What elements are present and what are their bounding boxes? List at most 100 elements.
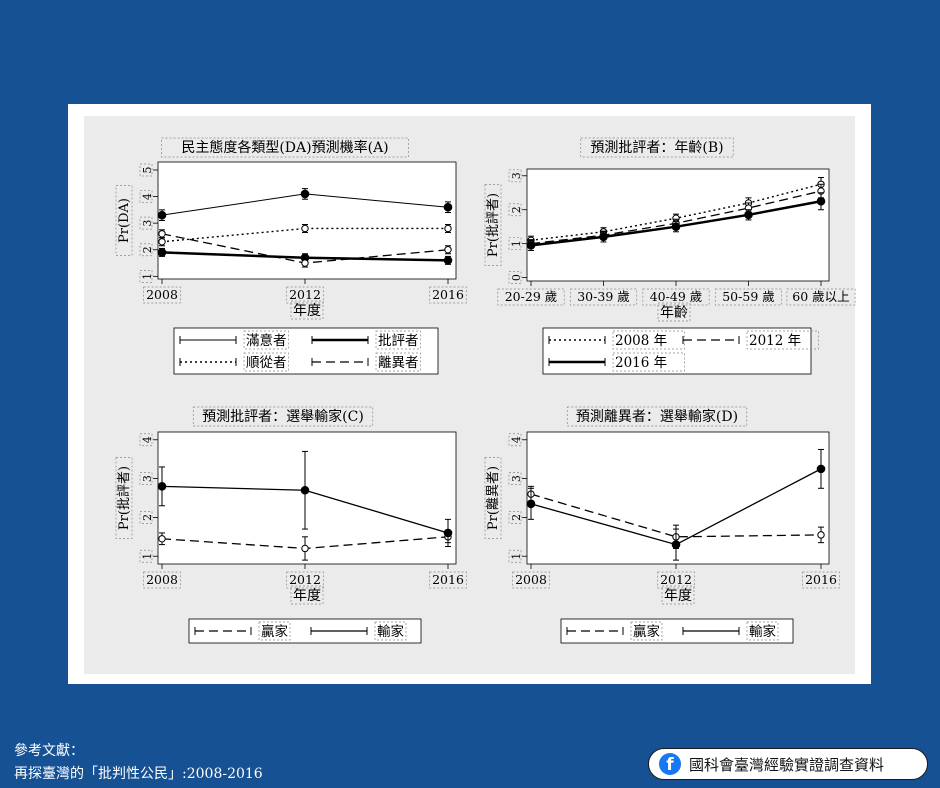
x-tick-label-box bbox=[657, 571, 695, 589]
x-axis-label: 年度 bbox=[293, 303, 321, 319]
facebook-icon: f bbox=[659, 753, 681, 775]
x-tick-label-box bbox=[642, 288, 710, 306]
y-tick-label: 4 bbox=[141, 193, 154, 200]
y-axis-label: Pr(離異者) bbox=[486, 466, 501, 530]
chart-title: 預測批評者：年齡(B) bbox=[590, 140, 723, 156]
x-tick-label: 30-39 歲 bbox=[577, 289, 630, 304]
data-point bbox=[443, 256, 453, 265]
x-tick-label: 2012 bbox=[289, 572, 321, 587]
series-line-贏家 bbox=[530, 493, 822, 538]
data-point bbox=[300, 485, 310, 495]
y-tick-label-box bbox=[139, 216, 153, 230]
y-tick-label-box bbox=[508, 203, 522, 217]
data-point bbox=[671, 540, 681, 549]
brand-badge[interactable]: f 國科會臺灣經驗實證調查資料 bbox=[648, 748, 928, 780]
legend-label-box bbox=[746, 330, 819, 350]
y-tick-label: 0 bbox=[510, 274, 523, 281]
x-axis-label-box bbox=[661, 585, 695, 605]
chart-A: 民主態度各類型(DA)預測機率(A) 1 2 3 4 5 Pr(DA) 2008 2012 201… bbox=[115, 137, 467, 375]
data-point bbox=[526, 499, 536, 509]
data-point bbox=[599, 232, 608, 242]
legend-label: 2016 年 bbox=[615, 355, 667, 371]
chart-title-box bbox=[161, 137, 409, 158]
chart-B: 預測批評者：年齡(B) 0 1 2 3 Pr(批評者) 20-29 歲 30-39 歲 40-4… bbox=[484, 137, 856, 375]
y-tick-label: 3 bbox=[510, 475, 523, 482]
y-tick-label: 1 bbox=[141, 273, 154, 280]
legend-label: 贏家 bbox=[633, 623, 661, 640]
x-tick-label-box bbox=[802, 571, 840, 589]
x-tick-label-box bbox=[429, 286, 467, 304]
chart-D: 預測離異者：選舉輸家(D) 1 2 3 4 Pr(離異者) 2008 2012 2016 年度贏家… bbox=[484, 406, 840, 644]
y-tick-label: 1 bbox=[510, 240, 523, 247]
y-axis-label: Pr(批評者) bbox=[117, 466, 132, 530]
data-point bbox=[157, 482, 167, 491]
x-tick-label: 2008 bbox=[146, 572, 178, 587]
x-tick-label: 2016 bbox=[805, 572, 837, 587]
x-tick-label: 2008 bbox=[146, 287, 178, 302]
legend-label-box bbox=[630, 621, 663, 641]
x-axis-label: 年度 bbox=[664, 588, 692, 604]
chart-title: 民主態度各類型(DA)預測機率(A) bbox=[181, 139, 388, 156]
chart-title-box bbox=[192, 406, 374, 427]
x-axis-label-box bbox=[657, 302, 691, 322]
y-tick-label-box bbox=[508, 169, 522, 183]
legend-box bbox=[560, 618, 794, 644]
x-tick-label: 2012 bbox=[289, 287, 321, 302]
y-tick-label: 2 bbox=[141, 246, 154, 253]
y-tick-label-box bbox=[508, 472, 522, 485]
y-tick-label: 2 bbox=[141, 514, 154, 521]
data-point bbox=[671, 222, 681, 231]
y-tick-label: 1 bbox=[141, 553, 154, 560]
x-tick-label-box bbox=[714, 288, 783, 306]
x-tick-label: 60 歲以上 bbox=[792, 289, 849, 304]
y-axis-label-box bbox=[484, 184, 502, 266]
x-tick-label-box bbox=[569, 288, 638, 306]
legend-label: 2008 年 bbox=[615, 333, 667, 349]
y-tick-label-box bbox=[139, 511, 153, 524]
data-point bbox=[744, 210, 753, 220]
y-tick-label-box bbox=[139, 243, 153, 257]
x-tick-label: 2012 bbox=[660, 572, 692, 587]
legend-label: 2012 年 bbox=[749, 333, 801, 349]
data-point bbox=[158, 230, 166, 238]
x-tick-label-box bbox=[286, 286, 324, 304]
legend-label-box bbox=[258, 621, 291, 641]
y-tick-label-box bbox=[139, 163, 153, 177]
legend-label-box bbox=[243, 352, 289, 372]
data-point bbox=[444, 246, 452, 254]
legend-label-box bbox=[375, 330, 421, 350]
x-tick-label: 2016 bbox=[432, 572, 464, 587]
legend-label: 順從者 bbox=[246, 355, 287, 371]
legend-box bbox=[542, 327, 812, 375]
y-axis-label-box bbox=[115, 185, 133, 256]
y-tick-label: 3 bbox=[141, 220, 154, 227]
x-axis-label: 年度 bbox=[293, 588, 321, 604]
reference-heading: 參考文獻： bbox=[14, 743, 84, 759]
x-axis-label-box bbox=[290, 585, 324, 605]
y-tick-label-box bbox=[139, 433, 153, 447]
y-tick-label-box bbox=[139, 549, 153, 563]
data-point bbox=[157, 248, 167, 257]
data-point bbox=[817, 531, 825, 539]
x-tick-label: 2016 bbox=[432, 287, 464, 302]
legend-label: 贏家 bbox=[261, 623, 288, 640]
y-axis-label: Pr(批評者) bbox=[486, 193, 501, 257]
x-axis-label-box bbox=[290, 300, 324, 320]
y-tick-label-box bbox=[508, 549, 522, 563]
data-point bbox=[300, 189, 310, 199]
y-tick-label: 2 bbox=[510, 514, 523, 521]
x-tick-label-box bbox=[429, 571, 467, 589]
x-tick-label: 20-29 歲 bbox=[505, 289, 558, 304]
chart-title-box bbox=[580, 137, 734, 158]
legend-label-box bbox=[375, 352, 421, 372]
y-axis-label: Pr(DA) bbox=[117, 198, 132, 243]
x-tick-label: 40-49 歲 bbox=[650, 289, 703, 304]
legend-label: 離異者 bbox=[378, 355, 419, 371]
x-tick-label-box bbox=[143, 571, 181, 589]
y-tick-label-box bbox=[508, 433, 522, 447]
y-tick-label-box bbox=[139, 190, 153, 203]
data-point bbox=[301, 259, 309, 267]
y-tick-label: 4 bbox=[510, 436, 523, 443]
data-point bbox=[816, 196, 826, 206]
